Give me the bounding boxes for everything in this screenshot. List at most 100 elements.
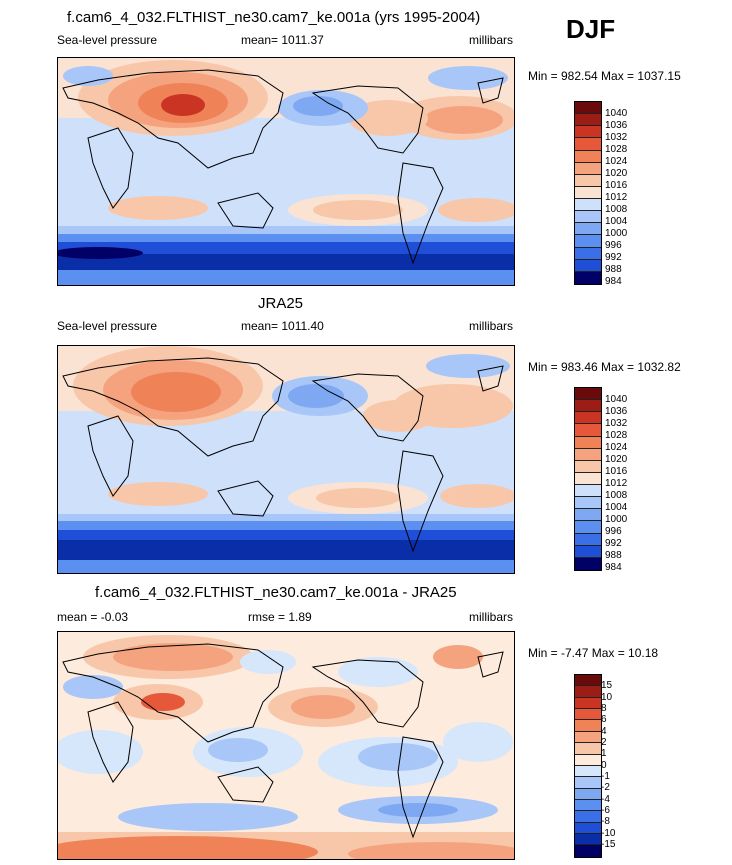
panel1-colorbar-swatch bbox=[575, 223, 601, 236]
panel3-colorbar-swatch bbox=[575, 788, 601, 800]
season-label: DJF bbox=[566, 14, 616, 44]
panel2-colorbar-swatch bbox=[575, 460, 601, 473]
panel2-colorbar-swatch bbox=[575, 509, 601, 522]
panel2-colorbar-swatch bbox=[575, 485, 601, 498]
panel1-colorbar-swatch bbox=[575, 211, 601, 224]
panel3-colorbar-swatch bbox=[575, 754, 601, 766]
panel1-legend-label: 1008 bbox=[605, 204, 628, 215]
panel3-title: f.cam6_4_032.FLTHIST_ne30.cam7_ke.001a -… bbox=[95, 584, 457, 601]
panel2-colorbar bbox=[574, 387, 602, 571]
panel3-legend-label: 6 bbox=[601, 714, 607, 725]
panel1-legend-label: 984 bbox=[605, 276, 622, 287]
panel1-legend-label: 1020 bbox=[605, 168, 628, 179]
panel2-legend-label: 1016 bbox=[605, 466, 628, 477]
panel2-minmax: Min = 983.46 Max = 1032.82 bbox=[528, 360, 681, 374]
panel1-legend-label: 1016 bbox=[605, 180, 628, 191]
panel2-colorbar-swatch bbox=[575, 436, 601, 449]
panel2-legend-label: 984 bbox=[605, 562, 622, 573]
panel3-colorbar-swatch bbox=[575, 720, 601, 732]
panel2-legend-label: 1036 bbox=[605, 406, 628, 417]
panel3-map bbox=[57, 631, 515, 860]
panel2-legend-label: 1020 bbox=[605, 454, 628, 465]
panel1-colorbar-swatch bbox=[575, 247, 601, 260]
panel1-mean: mean= 1011.37 bbox=[241, 33, 324, 47]
panel3-legend-label: -8 bbox=[601, 816, 610, 827]
panel1-colorbar-swatch bbox=[575, 174, 601, 187]
panel1-colorbar-swatch bbox=[575, 235, 601, 248]
panel3-colorbar bbox=[574, 674, 602, 858]
panel3-legend-label: 15 bbox=[601, 680, 613, 691]
panel3-legend-label: 10 bbox=[601, 692, 613, 703]
panel2-legend-label: 1000 bbox=[605, 514, 628, 525]
panel3-colorbar-swatch bbox=[575, 709, 601, 721]
panel1-colorbar-swatch bbox=[575, 138, 601, 151]
panel2-colorbar-swatch bbox=[575, 424, 601, 437]
panel1-minmax: Min = 982.54 Max = 1037.15 bbox=[528, 69, 681, 83]
panel1-legend-label: 1028 bbox=[605, 144, 628, 155]
panel3-legend-label: -2 bbox=[601, 782, 610, 793]
panel2-colorbar-swatch bbox=[575, 521, 601, 534]
panel1-legend-label: 992 bbox=[605, 252, 622, 263]
panel1-legend-label: 996 bbox=[605, 240, 622, 251]
panel1-colorbar bbox=[574, 101, 602, 285]
panel3-legend-label: -15 bbox=[601, 839, 616, 850]
panel3-legend-label: 8 bbox=[601, 703, 607, 714]
panel2-legend-label: 996 bbox=[605, 526, 622, 537]
panel1-units: millibars bbox=[469, 33, 514, 47]
panel2-mean: mean= 1011.40 bbox=[241, 319, 324, 333]
panel3-legend-label: -4 bbox=[601, 794, 610, 805]
panel3-colorbar-swatch bbox=[575, 811, 601, 823]
panel3-mean: mean = -0.03 bbox=[57, 610, 129, 624]
panel1-colorbar-swatch bbox=[575, 126, 601, 139]
panel1-title: f.cam6_4_032.FLTHIST_ne30.cam7_ke.001a (… bbox=[67, 9, 481, 26]
panel3-legend-label: 2 bbox=[601, 737, 607, 748]
panel2-legend-label: 992 bbox=[605, 538, 622, 549]
panel1-colorbar-swatch bbox=[575, 114, 601, 127]
panel1-legend-label: 1004 bbox=[605, 216, 628, 227]
panel3-legend-label: -6 bbox=[601, 805, 610, 816]
panel2-legend-label: 1032 bbox=[605, 418, 628, 429]
panel1-legend-label: 988 bbox=[605, 264, 622, 275]
panel3-legend-label: -1 bbox=[601, 771, 610, 782]
panel3-colorbar-swatch bbox=[575, 822, 601, 835]
panel2-left-label: Sea-level pressure bbox=[57, 319, 158, 333]
panel1-legend-label: 1032 bbox=[605, 132, 628, 143]
panel1-map-field bbox=[58, 58, 514, 285]
panel2-legend-label: 1012 bbox=[605, 478, 628, 489]
panel2-colorbar-swatch bbox=[575, 533, 601, 546]
panel2-legend-label: 1008 bbox=[605, 490, 628, 501]
panel1-colorbar-swatch bbox=[575, 271, 601, 284]
panel3-colorbar-swatch bbox=[575, 686, 601, 698]
panel3-colorbar-swatch bbox=[575, 799, 601, 812]
panel2-legend-label: 988 bbox=[605, 550, 622, 561]
panel1-colorbar-swatch bbox=[575, 150, 601, 163]
panel2-legend-label: 1004 bbox=[605, 502, 628, 513]
panel3-colorbar-swatch bbox=[575, 675, 601, 687]
panel3-colorbar-swatch bbox=[575, 697, 601, 710]
panel3-minmax: Min = -7.47 Max = 10.18 bbox=[528, 646, 659, 660]
panel1-colorbar-swatch bbox=[575, 259, 601, 272]
panel1-legend-label: 1040 bbox=[605, 108, 628, 119]
panel3-legend-label: -10 bbox=[601, 828, 616, 839]
panel2-title: JRA25 bbox=[258, 295, 304, 312]
panel1-left-label: Sea-level pressure bbox=[57, 33, 158, 47]
panel2-colorbar-swatch bbox=[575, 388, 601, 401]
panel2-map bbox=[57, 345, 515, 574]
panel1-colorbar-swatch bbox=[575, 102, 601, 115]
panel2-colorbar-swatch bbox=[575, 497, 601, 510]
panel1-colorbar-swatch bbox=[575, 162, 601, 175]
panel2-legend-label: 1028 bbox=[605, 430, 628, 441]
panel3-colorbar-swatch bbox=[575, 834, 601, 846]
panel1-legend-label: 1036 bbox=[605, 120, 628, 131]
panel2-colorbar-swatch bbox=[575, 557, 601, 570]
panel3-rmse: rmse = 1.89 bbox=[248, 610, 312, 624]
panel2-colorbar-swatch bbox=[575, 400, 601, 413]
panel1-map bbox=[57, 57, 515, 286]
panel2-legend-label: 1040 bbox=[605, 394, 628, 405]
panel2-colorbar-swatch bbox=[575, 412, 601, 425]
panel3-colorbar-swatch bbox=[575, 845, 601, 857]
panel1-legend-label: 1000 bbox=[605, 228, 628, 239]
panel3-colorbar-swatch bbox=[575, 765, 601, 778]
panel2-map-field bbox=[58, 346, 514, 573]
panel3-units: millibars bbox=[469, 610, 514, 624]
